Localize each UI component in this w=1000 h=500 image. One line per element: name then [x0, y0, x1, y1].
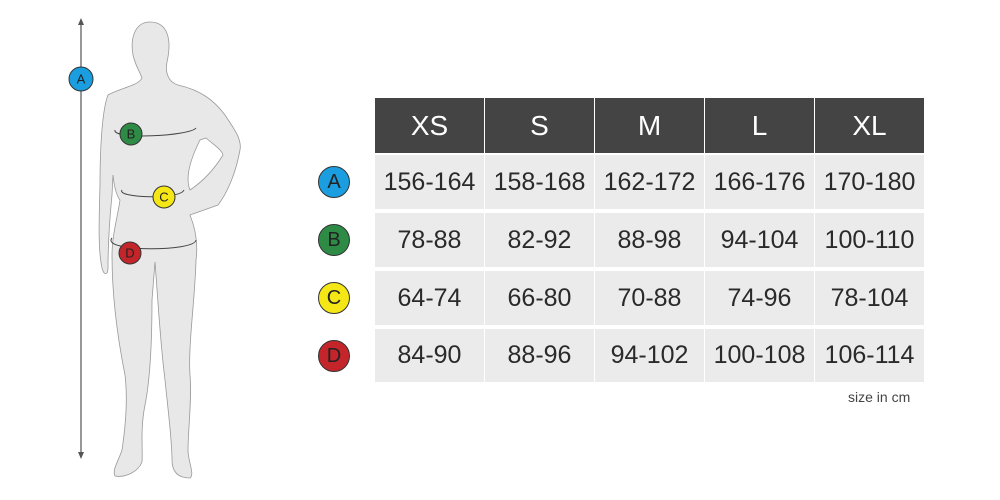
table-cell: 166-176 — [705, 155, 814, 209]
table-cell: 78-104 — [815, 271, 924, 325]
table-cell: 82-92 — [485, 213, 594, 267]
size-header-s: S — [485, 98, 594, 153]
size-header-m: M — [595, 98, 704, 153]
svg-text:B: B — [127, 127, 136, 142]
figure-marker-c: C — [152, 185, 176, 209]
hips-measure-line — [110, 237, 197, 250]
table-cell: 162-172 — [595, 155, 704, 209]
row-marker-c: C — [318, 282, 350, 314]
size-header-xl: XL — [815, 98, 924, 153]
table-cell: 66-80 — [485, 271, 594, 325]
svg-text:A: A — [77, 72, 86, 87]
table-cell: 100-110 — [815, 213, 924, 267]
table-cell: 106-114 — [815, 329, 924, 382]
body-figure: A B C D — [68, 18, 241, 479]
figure-marker-a: A — [68, 66, 94, 92]
table-cell: 64-74 — [375, 271, 484, 325]
svg-text:C: C — [159, 190, 168, 205]
table-cell: 94-104 — [705, 213, 814, 267]
table-cell: 88-96 — [485, 329, 594, 382]
figure-marker-b: B — [119, 122, 143, 146]
table-cell: 84-90 — [375, 329, 484, 382]
row-marker-b: B — [318, 224, 350, 256]
table-cell: 74-96 — [705, 271, 814, 325]
waist-measure-line — [121, 189, 185, 198]
table-cell: 100-108 — [705, 329, 814, 382]
bust-measure-line — [114, 127, 197, 137]
size-header-xs: XS — [375, 98, 484, 153]
row-marker-d: D — [318, 340, 350, 372]
table-cell: 88-98 — [595, 213, 704, 267]
svg-text:D: D — [125, 246, 134, 261]
figure-marker-d: D — [118, 241, 142, 265]
table-cell: 78-88 — [375, 213, 484, 267]
unit-note: size in cm — [848, 389, 911, 405]
size-header-l: L — [705, 98, 814, 153]
table-cell: 158-168 — [485, 155, 594, 209]
table-cell: 70-88 — [595, 271, 704, 325]
table-cell: 94-102 — [595, 329, 704, 382]
table-cell: 170-180 — [815, 155, 924, 209]
table-cell: 156-164 — [375, 155, 484, 209]
row-marker-a: A — [318, 166, 350, 198]
